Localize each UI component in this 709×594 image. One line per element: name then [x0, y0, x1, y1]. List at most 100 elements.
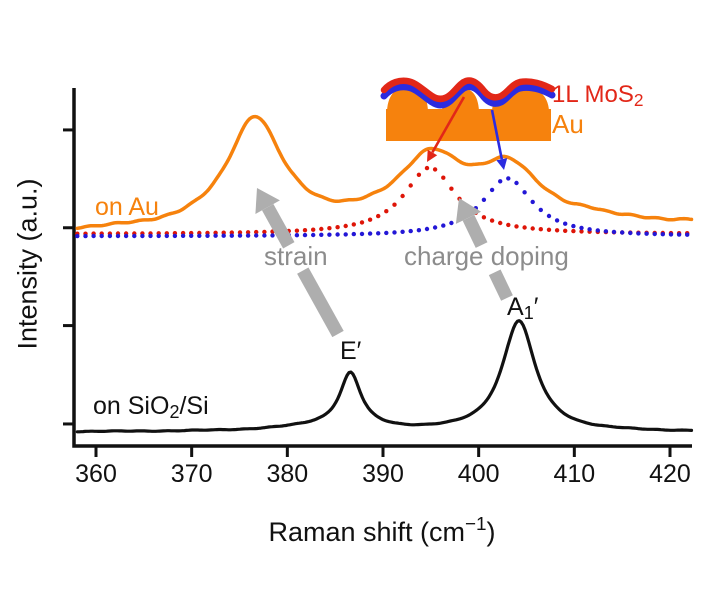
mos2-subscript: 2: [633, 89, 644, 110]
fit-component-A1-prime-on-Au-dot: [620, 230, 625, 235]
spectrum-on-SiO2-Si: [75, 319, 694, 434]
fit-component-A1-prime-on-Au-dot: [514, 180, 519, 186]
fit-component-E-prime-on-Au-dot: [563, 228, 568, 233]
fit-component-A1-prime-on-Au-dot: [221, 233, 226, 238]
fit-component-E-prime-on-Au-dot: [481, 215, 487, 220]
fit-component-A1-prime-on-Au-dot: [611, 229, 617, 235]
x-axis-label: Raman shift (cm−1): [268, 515, 496, 548]
strain-arrow-body: [262, 204, 295, 249]
fit-component-A1-prime-on-Au-dot: [668, 232, 674, 237]
fit-component-A1-prime-on-Au-dot: [579, 225, 584, 231]
x-axis-label-text: Raman shift (cm: [268, 517, 465, 548]
fit-component-A1-prime-on-Au-dot: [189, 233, 194, 238]
x-tick-label: 380: [266, 460, 308, 488]
fit-component-A1-prime-on-Au-dot: [99, 233, 104, 239]
a1-letter: A: [507, 293, 524, 321]
fit-component-A1-prime-on-Au-dot: [164, 233, 169, 239]
x-tick-label: 360: [75, 460, 117, 488]
fit-component-A1-prime-on-Au-dot: [449, 220, 454, 226]
fit-component-A1-prime-on-Au-dot: [237, 233, 243, 238]
fit-component-E-prime-on-Au-dot: [376, 213, 381, 219]
blue-component-pointer-line: [490, 109, 504, 160]
fit-component-E-prime-on-Au-dot: [400, 193, 405, 199]
fit-component-A1-prime-on-Au-dot: [481, 197, 487, 202]
fit-component-E-prime-on-Au-dot: [416, 172, 422, 177]
red-component-pointer-head: [427, 149, 438, 162]
axis-lines: [72, 88, 692, 448]
component-pointer-arrows: [427, 96, 508, 170]
fit-component-A1-prime-on-Au-dot: [376, 231, 381, 236]
fit-component-A1-prime-on-Au-dot: [644, 231, 649, 236]
fit-component-E-prime-on-Au-dot: [311, 227, 316, 232]
fit-component-A1-prime-on-Au-dot: [335, 232, 340, 237]
gray-annotation-arrows: [255, 188, 513, 338]
a1-prime-mark: ′: [533, 293, 539, 321]
a1-subscript: 1: [523, 302, 534, 323]
fit-component-A1-prime-on-Au-dot: [319, 232, 324, 237]
fit-component-A1-prime-on-Au-dot: [229, 233, 234, 238]
annotation-label-charge-doping: charge doping: [404, 241, 569, 271]
fit-component-A1-prime-on-Au-dot: [213, 233, 218, 238]
fit-component-E-prime-on-Au-dot: [343, 223, 348, 229]
fit-component-A1-prime-on-Au-dot: [408, 228, 413, 234]
fit-component-A1-prime-on-Au-dot: [115, 233, 121, 239]
fit-component-A1-prime-on-Au-dot: [546, 213, 552, 219]
au-mos2-inset-schematic: [380, 77, 556, 141]
fit-component-E-prime-on-Au-dot: [538, 227, 543, 232]
x-tick-label: 390: [362, 460, 404, 488]
spectrum-curves: [75, 114, 694, 434]
fit-component-A1-prime-on-Au-dot: [685, 232, 690, 237]
fit-component-A1-prime-on-Au-dot: [343, 232, 348, 237]
inset-label-au: Au: [552, 109, 584, 139]
fit-component-E-prime-on-Au-dot: [229, 230, 234, 235]
inset-label-1l-mos2: 1L MoS2: [552, 83, 643, 109]
fit-component-E-prime-on-Au-dot: [424, 165, 430, 171]
fit-component-A1-prime-on-Au-dot: [148, 233, 153, 239]
fit-component-A1-prime-on-Au-dot: [628, 230, 633, 236]
fit-component-E-prime-on-Au-dot: [237, 230, 243, 235]
red-component-pointer-line: [431, 96, 466, 154]
fit-component-A1-prime-on-Au-dot: [489, 187, 495, 193]
x-tick-label: 400: [458, 460, 500, 488]
fit-component-E-prime-on-Au-dot: [384, 209, 389, 214]
on-sio2-suffix: /Si: [179, 392, 209, 420]
axes: 360 370 380 390 400 410 420: [63, 88, 692, 488]
fit-component-E-prime-on-Au-dot: [302, 228, 308, 233]
fit-component-A1-prime-on-Au-dot: [676, 232, 682, 237]
fit-component-A1-prime-on-Au-dot: [530, 199, 535, 205]
fit-component-E-prime-on-Au-dot: [571, 228, 576, 234]
fit-component-E-prime-on-Au-dot: [579, 229, 584, 234]
fit-component-A1-prime-on-Au-dot: [180, 233, 186, 238]
spectrum-on-Au: [75, 114, 694, 231]
charge-doping-arrow-body: [462, 214, 488, 248]
fit-component-A1-prime-on-Au-dot: [522, 190, 527, 195]
blue-component-pointer-head: [496, 158, 508, 170]
fit-component-A1-prime-on-Au-dot: [563, 221, 568, 226]
fit-component-E-prime-on-Au-dot: [327, 226, 332, 231]
fit-component-A1-prime-on-Au-dot: [327, 232, 332, 237]
fit-component-dotted-curves: [75, 165, 690, 239]
fit-component-E-prime-on-Au-dot: [506, 222, 511, 228]
fit-component-E-prime-on-Au-dot: [392, 202, 397, 207]
fit-component-A1-prime-on-Au-dot: [123, 233, 129, 239]
x-axis-label-close: ): [486, 517, 496, 548]
fit-component-E-prime-on-Au-dot: [530, 226, 535, 231]
fit-component-E-prime-on-Au-dot: [449, 186, 454, 191]
inset-au-block: [386, 109, 551, 141]
fit-component-A1-prime-on-Au-dot: [587, 227, 592, 232]
series-label-on-au: on Au: [95, 193, 159, 221]
fit-component-A1-prime-on-Au-dot: [660, 232, 665, 237]
strain-arrow-head: [255, 188, 280, 214]
fit-component-A1-prime-on-Au-dot: [603, 229, 609, 234]
fit-component-A1-prime-on-Au-dot: [91, 233, 96, 239]
fit-component-A1-prime-on-Au-dot: [441, 223, 446, 228]
fit-component-A1-prime-on-Au-dot: [359, 231, 365, 237]
x-tick-label: 370: [171, 460, 213, 488]
fit-component-A1-prime-on-Au-dot: [302, 232, 308, 238]
fit-component-E-prime-on-Au-dot: [408, 183, 413, 188]
fit-component-E-prime-on-Au-dot: [489, 218, 495, 223]
fit-component-A1-prime-on-Au-dot: [107, 233, 113, 239]
fit-component-E-prime-on-Au-dot: [441, 175, 446, 180]
fit-component-A1-prime-on-Au-dot: [595, 228, 600, 233]
